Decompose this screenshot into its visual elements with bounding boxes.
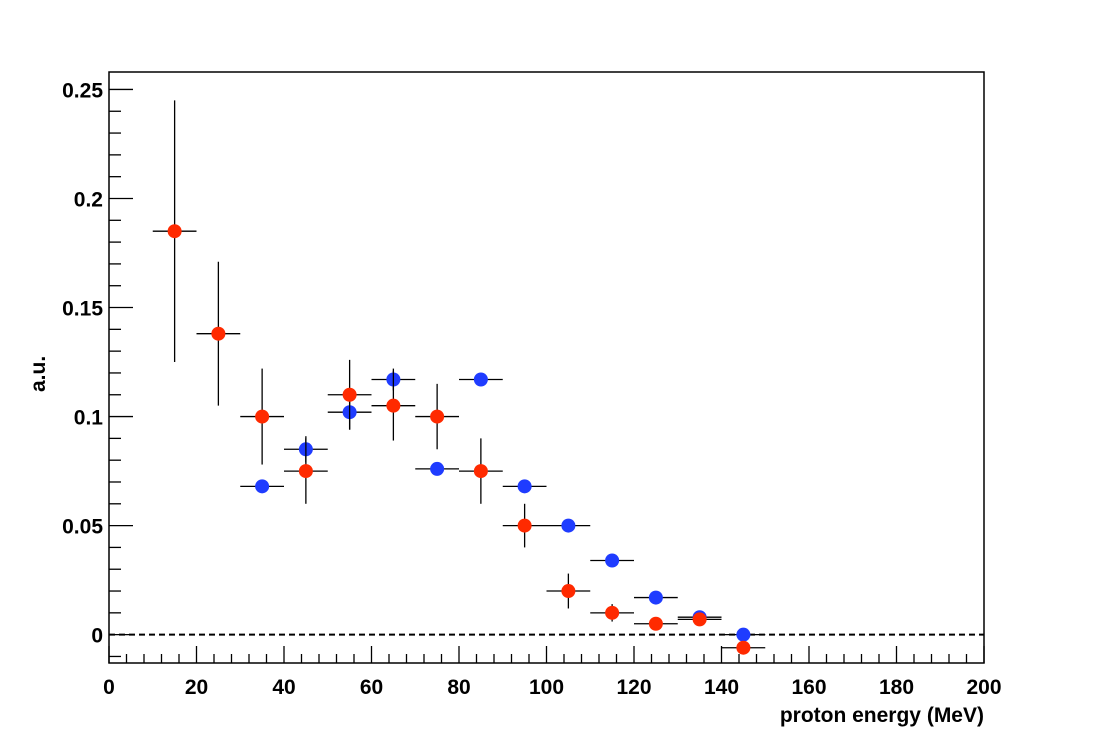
blue-data-point (255, 479, 270, 494)
red-data-point (605, 605, 620, 620)
blue-data-point (736, 627, 751, 642)
y-tick-label: 0 (91, 625, 103, 648)
y-tick-label: 0.25 (62, 79, 103, 102)
x-tick-label: 0 (103, 676, 115, 699)
x-tick-label: 120 (616, 676, 651, 699)
x-tick-label: 80 (447, 676, 470, 699)
x-axis-title: proton energy (MeV) (780, 704, 984, 727)
x-tick-label: 100 (529, 676, 564, 699)
x-tick-label: 60 (360, 676, 383, 699)
plot-frame (108, 71, 985, 664)
red-data-point (648, 616, 663, 631)
red-data-point (167, 224, 182, 239)
red-data-point (386, 398, 401, 413)
tick-labels: 0 20 40 60 80 100 120 140 160 180 200 0 0.05 0.1 0.15 0… (62, 79, 1001, 699)
series-blue (240, 368, 766, 642)
x-tick-label: 160 (791, 676, 826, 699)
red-data-point (298, 464, 313, 479)
y-tick-label: 0.15 (62, 298, 103, 321)
axis-ticks (108, 88, 985, 663)
red-data-point (692, 612, 707, 627)
y-tick-label: 0.1 (74, 407, 104, 430)
red-data-point (211, 326, 226, 341)
blue-data-point (473, 372, 488, 387)
x-tick-label: 20 (185, 676, 208, 699)
red-data-point (736, 640, 751, 655)
blue-data-point (517, 479, 532, 494)
x-tick-label: 200 (966, 676, 1001, 699)
red-data-point (517, 518, 532, 533)
red-data-point (561, 584, 576, 599)
x-tick-label: 40 (272, 676, 295, 699)
series-red (152, 100, 766, 655)
x-tick-label: 180 (879, 676, 914, 699)
red-data-point (255, 409, 270, 424)
red-data-point (342, 387, 357, 402)
blue-data-point (430, 461, 445, 476)
blue-data-point (605, 553, 620, 568)
blue-data-point (561, 518, 576, 533)
data-marks (152, 100, 766, 655)
blue-data-point (648, 590, 663, 605)
y-axis-title: a.u. (27, 356, 50, 392)
y-tick-label: 0.2 (74, 188, 103, 211)
red-data-point (430, 409, 445, 424)
red-data-point (473, 464, 488, 479)
x-tick-label: 140 (704, 676, 739, 699)
y-tick-label: 0.05 (62, 516, 103, 539)
